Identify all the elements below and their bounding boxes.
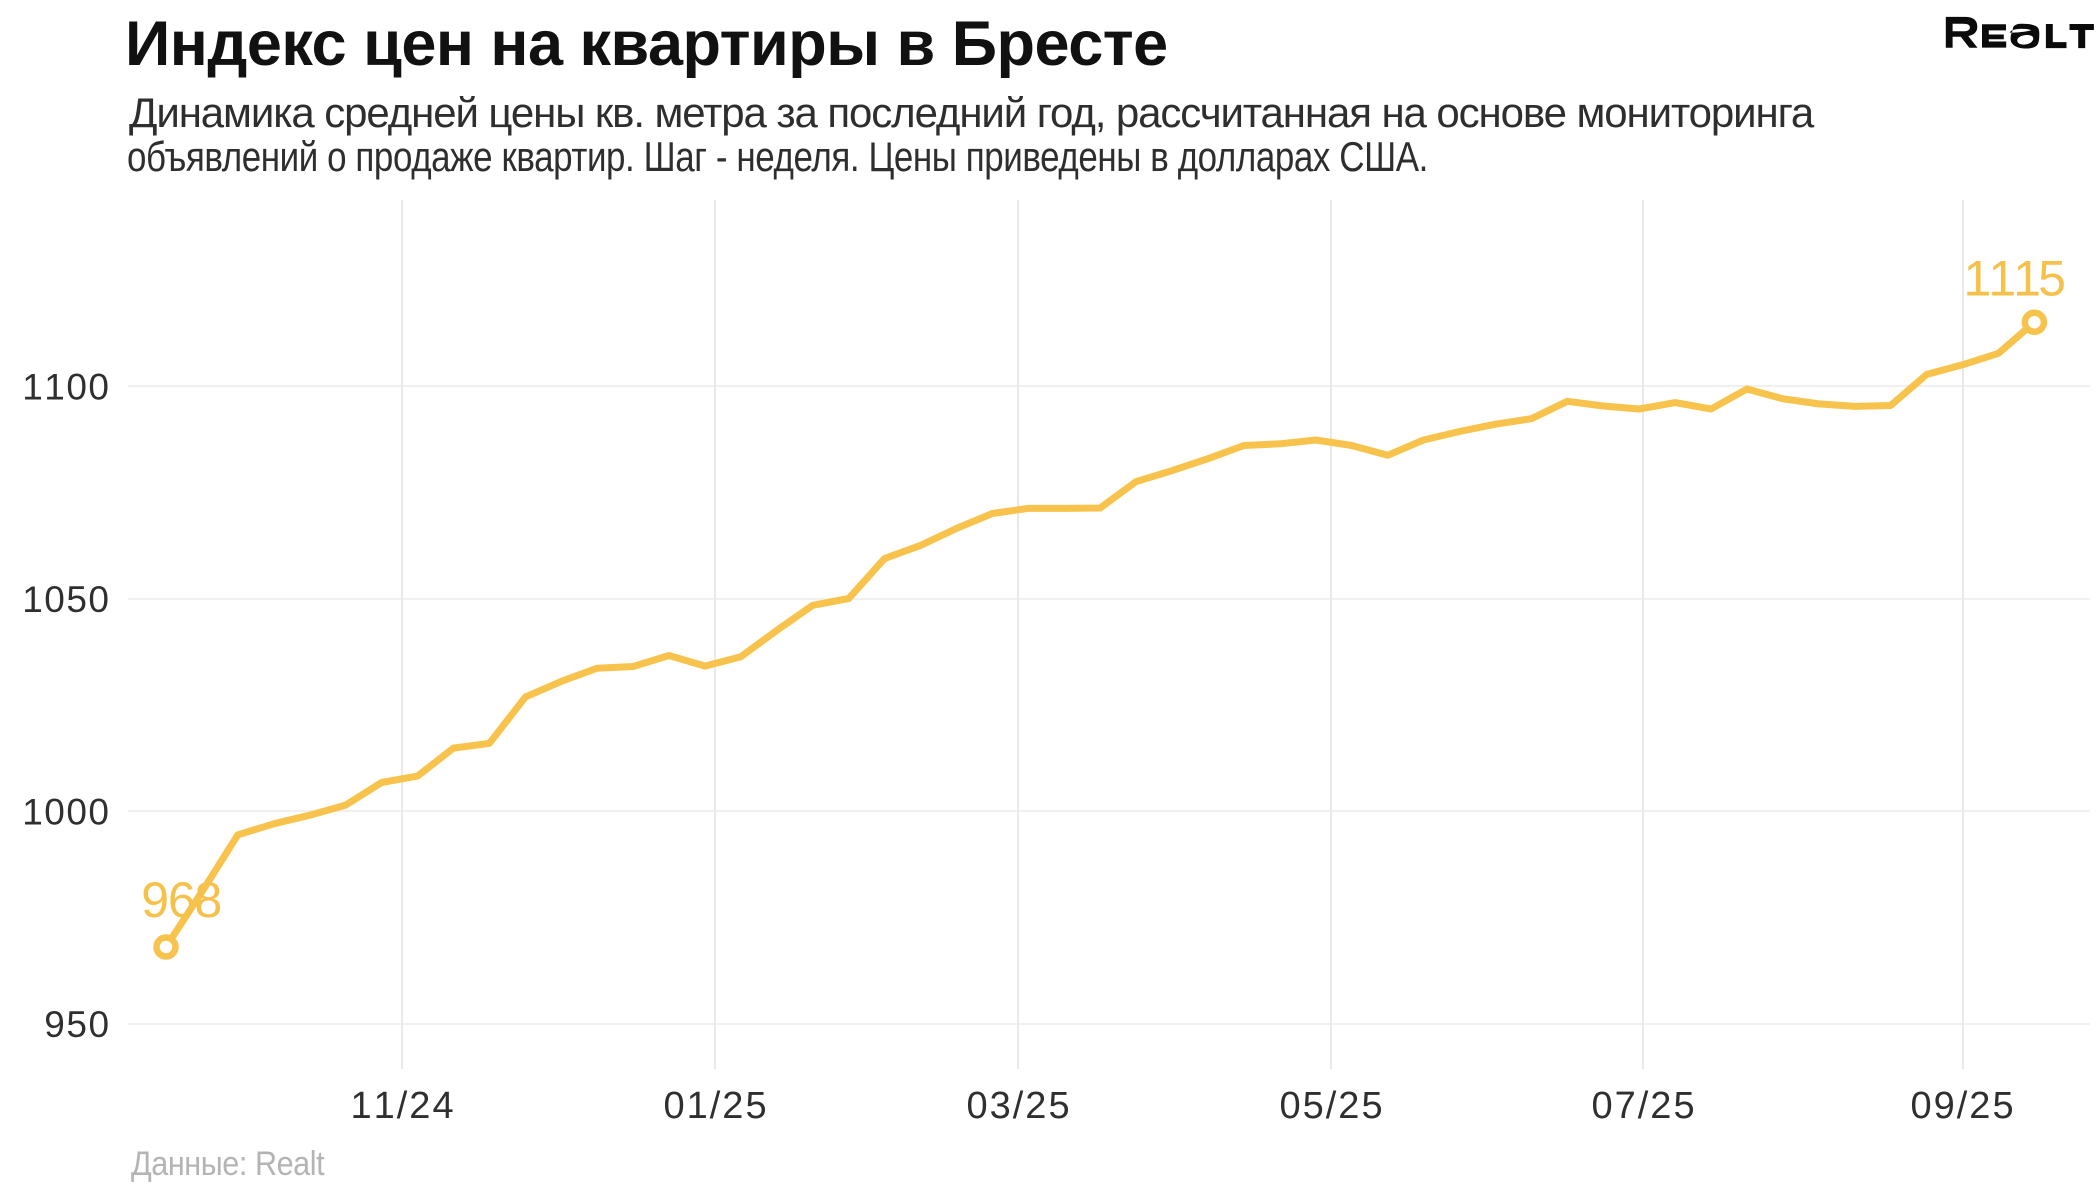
svg-text:05/25: 05/25: [1280, 1085, 1383, 1127]
svg-text:09/25: 09/25: [1911, 1085, 2014, 1127]
svg-text:07/25: 07/25: [1592, 1085, 1695, 1127]
svg-text:01/25: 01/25: [664, 1085, 767, 1127]
svg-text:1000: 1000: [22, 792, 109, 833]
svg-text:1100: 1100: [22, 367, 109, 408]
svg-text:968: 968: [141, 872, 222, 928]
svg-text:03/25: 03/25: [967, 1085, 1070, 1127]
svg-text:1050: 1050: [22, 579, 109, 620]
svg-text:950: 950: [44, 1004, 109, 1045]
svg-text:1115: 1115: [1964, 251, 2066, 307]
svg-text:11/24: 11/24: [351, 1085, 454, 1127]
